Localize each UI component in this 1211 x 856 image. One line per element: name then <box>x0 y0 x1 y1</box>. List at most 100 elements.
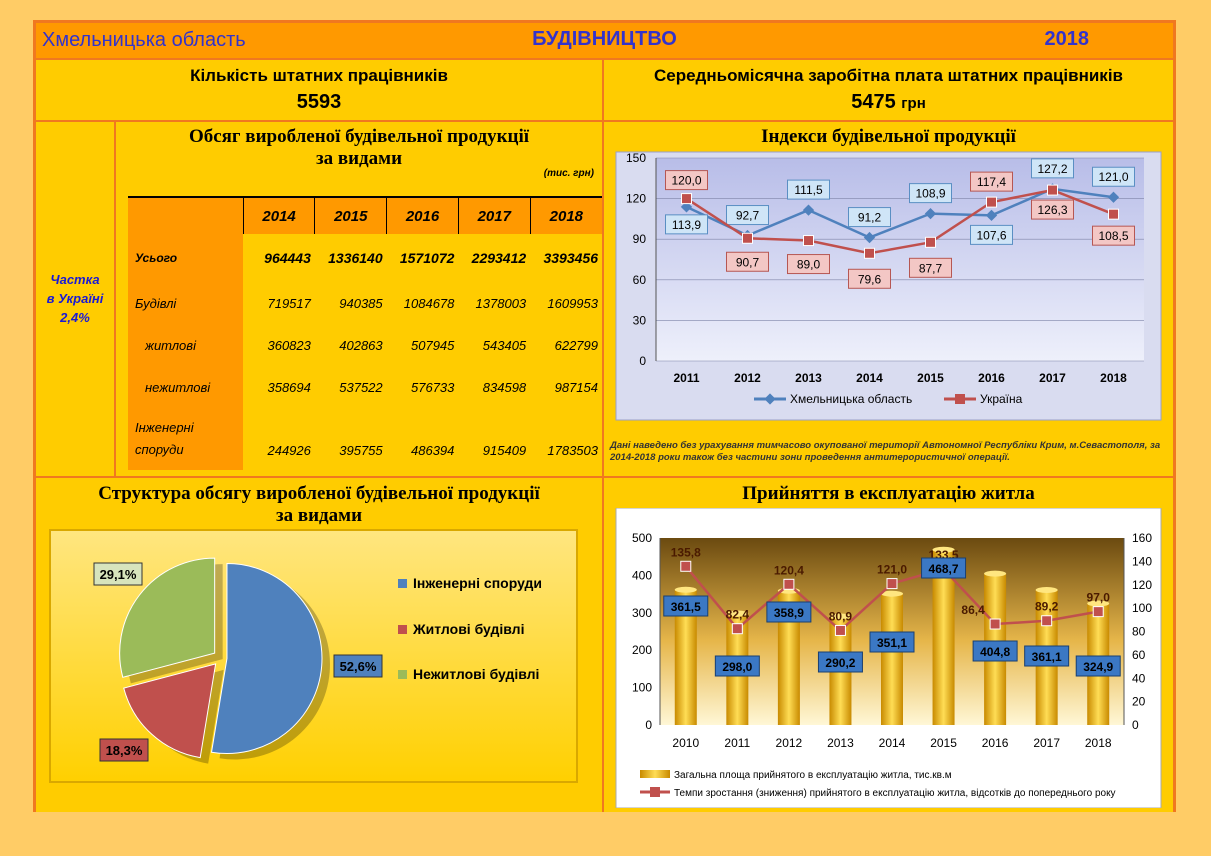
housing-ytick-left: 400 <box>632 568 652 582</box>
housing-legend-label: Темпи зростання (зниження) прийнятого в … <box>674 788 1116 799</box>
salary-kpi-title: Середньомісячна заробітна плата штатних … <box>653 66 1123 85</box>
territory-note: Дані наведено без урахування тимчасово о… <box>610 440 1161 463</box>
production-panel: Обсяг виробленої будівельної продукції з… <box>116 122 604 478</box>
share-line1: Частка <box>50 272 100 287</box>
indices-xtick: 2013 <box>795 371 822 385</box>
housing-growth-point <box>886 578 898 590</box>
housing-bar-cap <box>674 586 697 593</box>
report-year: 2018 <box>1044 28 1090 50</box>
housing-ytick-right: 40 <box>1132 671 1146 685</box>
housing-growth-label: 86,4 <box>961 603 985 617</box>
indices-data-label: 127,2 <box>1037 162 1067 176</box>
indices-data-label-box <box>665 214 708 235</box>
indices-data-label-box <box>848 207 891 228</box>
housing-bar-cap <box>881 590 903 597</box>
indices-data-label-box <box>970 171 1013 192</box>
housing-title: Прийняття в експлуатацію житла <box>742 483 1035 504</box>
indices-title: Індекси будівельної продукції <box>761 126 1016 147</box>
indices-point <box>742 232 753 244</box>
table-cell: 940385 <box>339 295 383 311</box>
housing-ytick-left: 200 <box>632 643 652 657</box>
table-cell: 987154 <box>554 379 598 395</box>
pie-slice <box>123 663 217 759</box>
indices-data-label-box <box>909 183 952 204</box>
indices-data-label: 92,7 <box>736 209 760 223</box>
pie-data-label-box <box>99 738 149 762</box>
table-cell: 1378003 <box>475 295 527 311</box>
indices-xtick: 2018 <box>1100 371 1127 385</box>
housing-bar-label: 298,0 <box>722 660 752 674</box>
table-cell: 537522 <box>339 379 383 395</box>
housing-bar-label-box <box>921 557 967 579</box>
indices-data-label: 107,6 <box>976 228 1006 242</box>
indices-data-label: 79,6 <box>858 272 882 286</box>
indices-data-label-box <box>787 179 830 200</box>
indices-xtick: 2014 <box>856 371 883 385</box>
table-row: Усього 964443 1336140 1571072 2293412 33… <box>128 234 602 282</box>
structure-title: Структура обсягу виробленої будівельної … <box>36 483 602 527</box>
staff-kpi-title: Кількість штатних працівників <box>190 66 448 85</box>
production-title: Обсяг виробленої будівельної продукції з… <box>116 126 602 170</box>
table-cell: 834598 <box>482 379 527 395</box>
indices-data-label-box <box>1031 158 1074 179</box>
housing-bar-cap <box>1035 586 1058 593</box>
staff-kpi-value: 5593 <box>296 91 342 113</box>
structure-title-line1: Структура обсягу виробленої будівельної … <box>98 483 540 504</box>
share-line2: в Україні <box>46 291 104 306</box>
salary-kpi-value: 5475 <box>851 91 896 113</box>
indices-point <box>681 193 692 205</box>
pie-data-label: 29,1% <box>100 567 137 582</box>
indices-data-label-box <box>848 268 891 289</box>
production-unit: (тис. грн) <box>543 168 594 179</box>
indices-xtick: 2011 <box>673 371 699 385</box>
indices-legend-label: Україна <box>980 392 1023 406</box>
housing-growth-label: 121,0 <box>877 563 907 577</box>
housing-xtick: 2013 <box>827 736 854 750</box>
indices-data-label-box <box>909 257 952 278</box>
housing-bar-label: 324,9 <box>1083 660 1113 674</box>
table-cell: 1571072 <box>399 250 455 266</box>
housing-ytick-left: 0 <box>645 718 652 732</box>
housing-xtick: 2012 <box>776 736 803 750</box>
housing-xtick: 2018 <box>1085 736 1112 750</box>
indices-point <box>924 207 937 220</box>
pie-data-label-box <box>93 562 143 586</box>
indices-series-line <box>685 188 1114 255</box>
housing-bar-label-box <box>663 595 709 617</box>
housing-xtick: 2016 <box>982 736 1009 750</box>
indices-point <box>986 196 997 208</box>
production-table: 2014 2015 2016 2017 2018 Усього 964443 1… <box>128 196 602 470</box>
share-panel: Частка в Україні 2,4% <box>36 122 116 478</box>
housing-bar-label-box <box>766 601 812 623</box>
indices-chart: 0 30 60 90 120 150 2011 2012 2013 2014 2015 2016 201… <box>615 151 1162 421</box>
indices-data-label: 111,5 <box>794 183 823 197</box>
housing-ytick-right: 140 <box>1132 554 1152 568</box>
housing-legend-marker <box>650 787 660 797</box>
housing-bar-label-box <box>1024 645 1070 667</box>
housing-bar-label-box <box>817 651 863 673</box>
indices-point <box>864 247 875 259</box>
housing-bar-label-box <box>1075 655 1121 677</box>
table-cell: 622799 <box>554 337 598 353</box>
year-header: 2014 <box>242 196 315 234</box>
structure-panel: Структура обсягу виробленої будівельної … <box>36 478 604 812</box>
indices-ytick: 120 <box>626 192 646 206</box>
housing-growth-label: 120,4 <box>774 563 804 577</box>
housing-bar-cap <box>726 610 749 617</box>
pie-legend-label: Житлові будівлі <box>412 621 524 637</box>
housing-bar-label: 351,1 <box>877 636 907 650</box>
indices-legend-label: Хмельницька область <box>790 392 912 406</box>
indices-data-label-box <box>665 170 708 191</box>
table-cell: 1783503 <box>547 443 598 458</box>
dashboard-frame: Хмельницька область БУДІВНИЦТВО 2018 Кіл… <box>33 20 1176 812</box>
table-cell: 1336140 <box>328 250 383 266</box>
row-label: Інженерні споруди <box>128 408 244 470</box>
pie-slice <box>210 562 323 754</box>
pie-slice <box>119 557 216 678</box>
housing-bar <box>932 549 955 725</box>
indices-xtick: 2017 <box>1039 371 1066 385</box>
pie-legend-label: Інженерні споруди <box>413 575 542 591</box>
indices-xtick: 2012 <box>734 371 761 385</box>
pie-data-label: 52,6% <box>340 659 377 674</box>
housing-ytick-left: 500 <box>632 531 652 545</box>
